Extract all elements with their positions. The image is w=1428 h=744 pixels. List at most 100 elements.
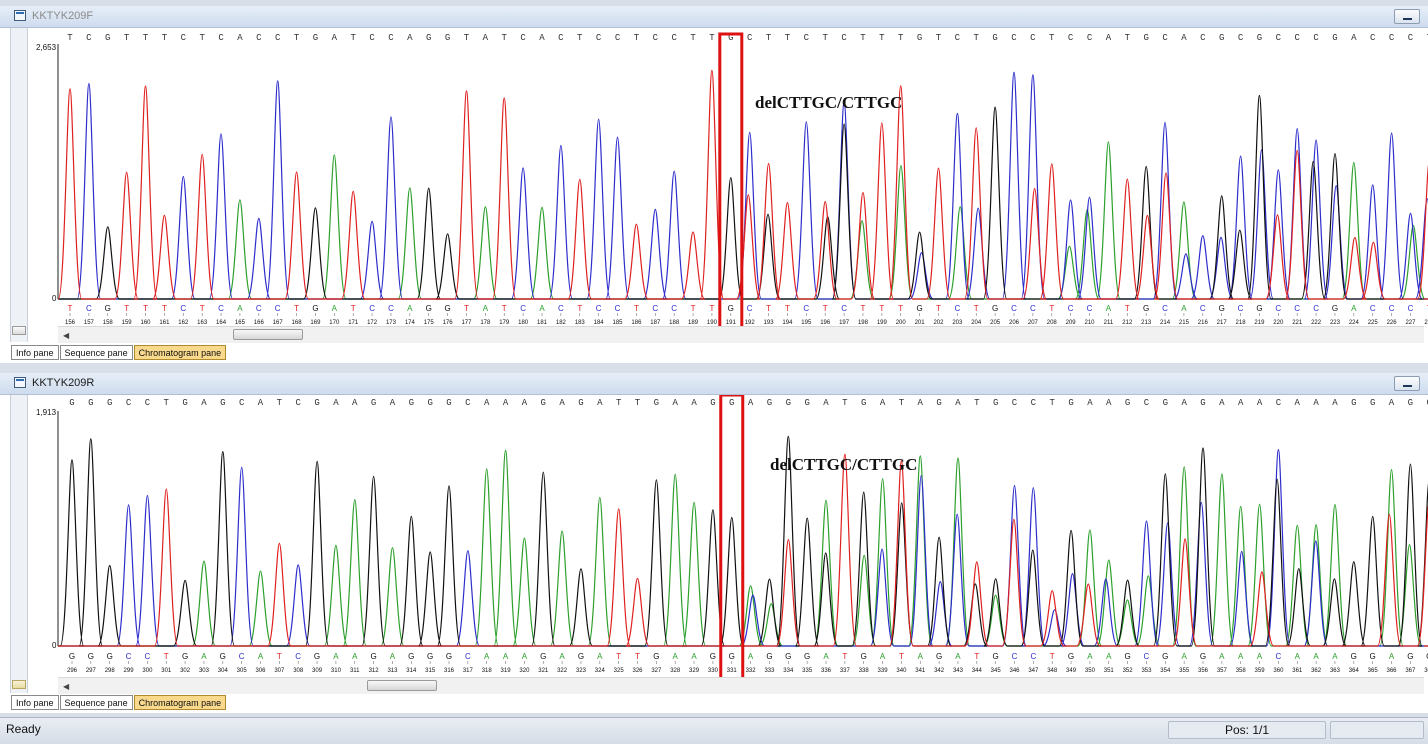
- base-call: T: [464, 33, 470, 43]
- position-label: 185: [613, 320, 624, 326]
- horizontal-scroll-thumb[interactable]: [367, 680, 437, 691]
- position-label: 219: [1254, 320, 1265, 326]
- chromatogram-trace[interactable]: 1,913 0 G G 296 G G 297 G G 298 C C 299 C C 300 T T 301 G G 30…: [0, 395, 1428, 678]
- pane-titlebar[interactable]: KKTYK209F: [0, 6, 1428, 28]
- position-label: 327: [651, 668, 662, 674]
- tab-chromatogram-pane[interactable]: Chromatogram pane: [133, 695, 227, 710]
- position-label: 186: [631, 320, 642, 326]
- lower-base-call: T: [1050, 652, 1055, 661]
- pane-titlebar[interactable]: KKTYK209R: [0, 373, 1428, 395]
- tab-sequence-pane[interactable]: Sequence pane: [59, 695, 133, 710]
- lower-base-call: C: [1275, 304, 1281, 313]
- base-call: G: [1370, 398, 1375, 408]
- vertical-zoom-scrollbar[interactable]: [10, 28, 28, 342]
- base-call: C: [1030, 33, 1036, 43]
- lower-base-call: G: [710, 652, 716, 661]
- base-call: C: [955, 33, 961, 43]
- base-call: T: [879, 33, 885, 43]
- base-call: A: [1257, 398, 1263, 408]
- scroll-left-icon[interactable]: ◀: [63, 331, 70, 340]
- position-label: 223: [1330, 320, 1341, 326]
- base-call: G: [1219, 33, 1224, 43]
- horizontal-scrollbar[interactable]: ◀: [58, 677, 1424, 694]
- position-label: 206: [1009, 320, 1020, 326]
- position-label: 162: [178, 320, 189, 326]
- base-call: T: [199, 33, 205, 43]
- base-call: A: [237, 33, 243, 43]
- position-label: 355: [1179, 668, 1190, 674]
- position-label: 344: [972, 668, 983, 674]
- base-call: C: [1087, 33, 1093, 43]
- lower-base-call: A: [484, 652, 490, 661]
- vertical-zoom-scrollbar[interactable]: [10, 395, 28, 693]
- base-call: T: [502, 33, 508, 43]
- position-label: 178: [480, 320, 491, 326]
- chromatogram-trace[interactable]: 2,653 0 T T 156 C C 157 G G 158 T T 159 T T 160 T T 161 C C 16…: [0, 28, 1428, 326]
- base-call: C: [1389, 33, 1395, 43]
- position-label: 299: [124, 668, 135, 674]
- lower-base-call: A: [880, 652, 886, 661]
- position-label: 157: [84, 320, 95, 326]
- base-call: C: [1012, 398, 1018, 408]
- lower-base-call: T: [464, 304, 469, 313]
- tab-chromatogram-pane[interactable]: Chromatogram pane: [133, 345, 227, 360]
- lower-base-call: C: [1087, 304, 1093, 313]
- position-label: 328: [670, 668, 681, 674]
- scroll-left-icon[interactable]: ◀: [63, 682, 70, 691]
- position-label: 365: [1368, 668, 1379, 674]
- minimize-button[interactable]: [1394, 376, 1420, 391]
- tab-sequence-pane[interactable]: Sequence pane: [59, 345, 133, 360]
- lower-base-call: A: [332, 304, 338, 313]
- lower-base-call: G: [653, 652, 659, 661]
- position-label: 358: [1236, 668, 1247, 674]
- position-label: 208: [1047, 320, 1058, 326]
- lower-base-call: A: [1219, 652, 1225, 661]
- minimize-button[interactable]: [1394, 9, 1420, 24]
- lower-base-call: C: [1162, 304, 1168, 313]
- lower-base-call: C: [671, 304, 677, 313]
- y-max-label: 1,913: [36, 408, 57, 417]
- lower-base-call: T: [634, 304, 639, 313]
- position-label: 204: [971, 320, 982, 326]
- vertical-scroll-thumb[interactable]: [12, 680, 26, 689]
- lower-base-call: C: [1313, 304, 1319, 313]
- base-call: T: [350, 33, 356, 43]
- base-call: G: [88, 398, 93, 408]
- trace-A: [58, 141, 1428, 300]
- base-call: A: [1332, 398, 1338, 408]
- tab-info-pane[interactable]: Info pane: [11, 345, 59, 360]
- position-label: 307: [274, 668, 285, 674]
- base-call: G: [767, 398, 772, 408]
- trace-G: [58, 435, 1428, 647]
- base-call: A: [407, 33, 413, 43]
- pane-title: KKTYK209F: [32, 10, 94, 22]
- lower-base-call: A: [955, 652, 961, 661]
- pane-tabs: Info pane Sequence pane Chromatogram pan…: [11, 345, 227, 361]
- base-call: T: [1125, 33, 1131, 43]
- lower-base-call: C: [239, 652, 245, 661]
- lower-base-call: G: [220, 652, 226, 661]
- horizontal-scroll-thumb[interactable]: [233, 329, 303, 340]
- position-label: 330: [708, 668, 719, 674]
- lower-base-call: C: [1200, 304, 1206, 313]
- status-bar: Ready Pos: 1/1: [0, 717, 1428, 744]
- tab-info-pane[interactable]: Info pane: [11, 695, 59, 710]
- position-label: 161: [159, 320, 170, 326]
- position-label: 364: [1349, 668, 1360, 674]
- position-label: 209: [1066, 320, 1077, 326]
- base-call: C: [239, 398, 245, 408]
- lower-base-call: A: [1181, 304, 1187, 313]
- base-call: C: [256, 33, 262, 43]
- position-label: 360: [1273, 668, 1284, 674]
- base-call: T: [785, 33, 791, 43]
- position-label: 195: [801, 320, 812, 326]
- lower-base-call: C: [275, 304, 281, 313]
- base-call: A: [559, 398, 565, 408]
- base-call: T: [974, 33, 980, 43]
- horizontal-scrollbar[interactable]: ◀: [58, 326, 1424, 343]
- position-label: 338: [859, 668, 870, 674]
- lower-base-call: C: [1389, 304, 1395, 313]
- vertical-scroll-thumb[interactable]: [12, 326, 26, 335]
- lower-base-call: A: [1181, 652, 1187, 661]
- position-label: 361: [1292, 668, 1303, 674]
